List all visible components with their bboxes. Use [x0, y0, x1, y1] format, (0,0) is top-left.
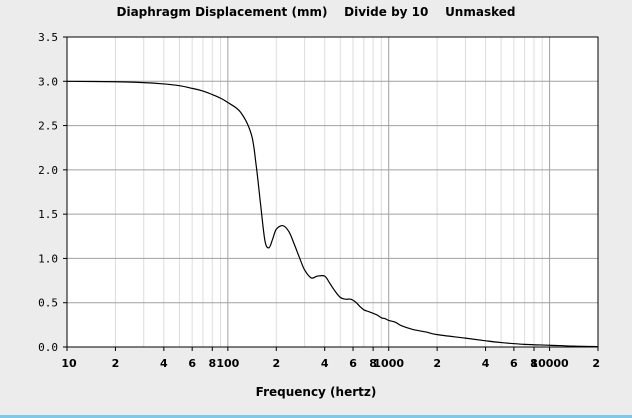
x-tick-label: 6 — [510, 357, 518, 370]
window-bottom-strip — [0, 415, 632, 418]
x-tick-label: 4 — [482, 357, 490, 370]
x-tick-label: 1000 — [373, 357, 404, 370]
x-tick-label: 6 — [349, 357, 357, 370]
x-tick-label: 2 — [433, 357, 441, 370]
plot-area — [66, 36, 599, 348]
y-axis: 0.0 0.5 1.0 1.5 2.0 2.5 3.0 3.5 — [38, 31, 67, 354]
y-tick-label: 1.5 — [38, 208, 58, 221]
chart-title: Diaphragm Displacement (mm) Divide by 10… — [117, 5, 516, 19]
y-tick-label: 1.0 — [38, 252, 58, 265]
x-tick-label: 2 — [272, 357, 280, 370]
x-tick-label: 4 — [321, 357, 329, 370]
x-tick-label: 8 — [208, 357, 216, 370]
x-tick-label: 8 — [530, 357, 538, 370]
x-tick-label: 10 — [61, 357, 77, 370]
x-tick-label: 8 — [369, 357, 377, 370]
y-tick-label: 3.0 — [38, 75, 58, 88]
grid-layer — [67, 37, 598, 347]
x-tick-label: 6 — [188, 357, 196, 370]
x-axis-label: Frequency (hertz) — [256, 385, 377, 399]
plot-border — [66, 36, 599, 348]
y-tick-label: 0.5 — [38, 297, 58, 310]
x-tick-label: 2 — [592, 357, 600, 370]
x-tick-label: 2 — [112, 357, 120, 370]
y-tick-label: 2.5 — [38, 120, 58, 133]
y-tick-label: 3.5 — [38, 31, 58, 44]
x-tick-label: 4 — [160, 357, 168, 370]
y-tick-label: 0.0 — [38, 341, 58, 354]
x-tick-label: 100 — [216, 357, 239, 370]
x-tick-label: 10000 — [530, 357, 569, 370]
series-line-diaphragm-displacement — [66, 80, 599, 348]
y-tick-label: 2.0 — [38, 164, 58, 177]
